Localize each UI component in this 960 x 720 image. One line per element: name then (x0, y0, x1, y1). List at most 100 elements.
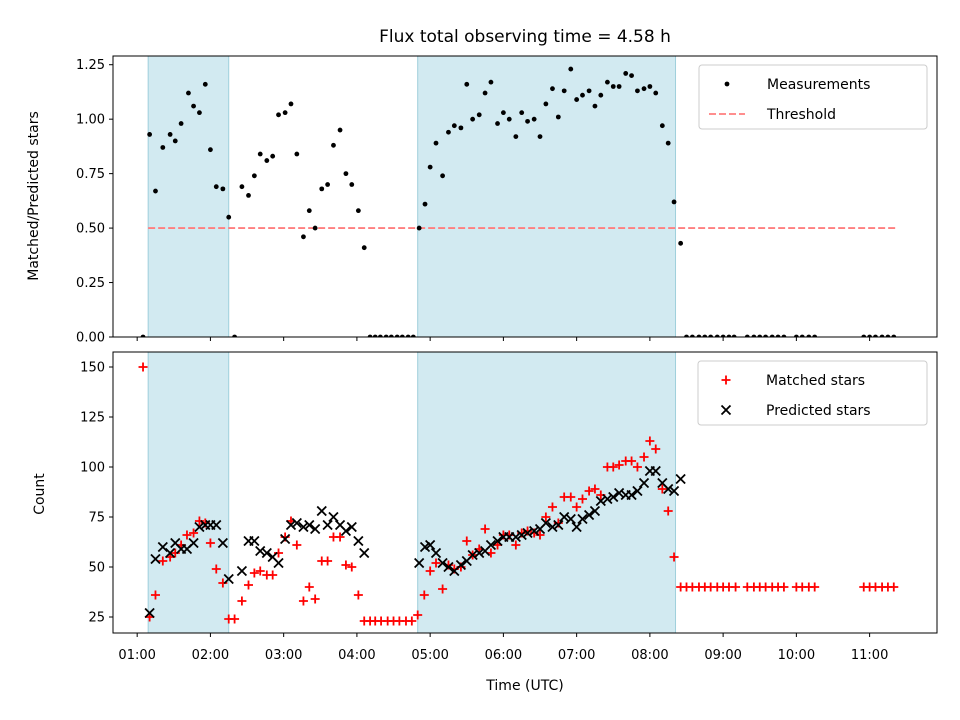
matched-star-point (889, 582, 899, 592)
matched-star-point (480, 524, 490, 534)
measurement-point (257, 151, 263, 157)
measurement-point (178, 121, 184, 126)
measurement-point (372, 334, 378, 337)
matched-star-point (663, 506, 673, 516)
legend-marker-predicted (720, 404, 732, 416)
matched-star-point (249, 568, 259, 578)
measurement-point (153, 188, 158, 194)
predicted-star-point (328, 511, 339, 523)
x-tick-label: 08:00 (631, 648, 668, 663)
measurement-point (641, 86, 647, 92)
measurement-point (678, 240, 684, 246)
measurement-point (232, 334, 237, 337)
y-tick-label: 25 (88, 611, 105, 626)
measurement-point (873, 334, 878, 337)
measurement-point (495, 121, 500, 126)
predicted-star-point (492, 535, 503, 547)
predicted-star-point (632, 485, 643, 497)
measurement-point (689, 334, 695, 337)
measurement-point (416, 225, 422, 231)
measurement-point (891, 334, 897, 337)
measurement-point (337, 127, 343, 133)
measurement-point (488, 79, 494, 85)
measurement-point (623, 71, 629, 76)
measurement-point (147, 132, 153, 137)
predicted-star-point (602, 493, 613, 505)
predicted-star-point (608, 491, 619, 503)
matched-star-point (341, 560, 351, 570)
predicted-star-point (474, 547, 485, 559)
series-matched-stars (138, 362, 899, 626)
plot-area-bottom (138, 362, 899, 626)
predicted-star-point (157, 541, 168, 553)
matched-star-point (298, 596, 308, 606)
measurement-point (769, 334, 775, 337)
measurement-point (531, 116, 537, 122)
measurement-point (605, 79, 610, 85)
panel-ratio: 0.00 0.25 0.50 0.75 1.00 1.25 Measurements Thre… (76, 55, 938, 346)
predicted-star-point (322, 519, 333, 531)
matched-star-point (566, 492, 576, 502)
matched-star-point (268, 570, 278, 580)
predicted-star-point (510, 531, 521, 543)
measurement-point (451, 123, 457, 129)
observing-window-1 (147, 351, 230, 634)
measurement-point (331, 142, 336, 148)
measurement-point (319, 186, 325, 192)
predicted-star-point (144, 607, 155, 619)
predicted-star-point (150, 553, 161, 565)
measurement-point (270, 153, 276, 159)
legend-marker-matched (721, 375, 731, 385)
measurement-point (312, 225, 318, 231)
predicted-star-point (346, 521, 357, 533)
matched-star-point (572, 502, 582, 512)
measurement-point (586, 88, 592, 94)
predicted-star-point (553, 519, 564, 531)
y-tick-label: 1.25 (76, 58, 105, 73)
measurement-point (220, 186, 226, 192)
legend-label: Threshold (766, 107, 836, 123)
measurement-point (574, 97, 580, 102)
predicted-star-point (164, 547, 176, 559)
matched-star-point (462, 536, 472, 546)
matched-star-point (425, 566, 435, 576)
measurement-point (653, 90, 659, 96)
predicted-star-point (443, 561, 454, 573)
matched-star-point (211, 564, 221, 574)
measurement-point (702, 334, 708, 337)
measurement-point (446, 129, 451, 135)
measurement-point (208, 147, 213, 153)
measurement-point (714, 334, 720, 337)
measurement-point (781, 334, 787, 337)
measurement-point (751, 334, 757, 337)
measurement-point (282, 110, 288, 116)
matched-star-point (413, 610, 423, 620)
measurement-point (294, 151, 300, 157)
panel-counts: 25 50 75 100 125 150 01:00 02:00 03:00 04:00 05:00… (80, 351, 938, 663)
predicted-star-point (638, 477, 650, 489)
plot-area-top (140, 66, 897, 337)
measurement-point (684, 334, 689, 337)
matched-star-point (627, 456, 637, 466)
predicted-star-point (613, 487, 625, 499)
x-tick-label: 04:00 (338, 648, 375, 663)
legend-box (698, 64, 928, 130)
axes-frame-bottom (112, 351, 938, 634)
x-axis-label: Time (UTC) (485, 678, 563, 694)
matched-star-point (438, 584, 448, 594)
measurement-point (197, 110, 202, 116)
predicted-star-point (359, 547, 370, 559)
matched-star-point (244, 580, 254, 590)
predicted-star-point (559, 511, 570, 523)
x-tick-label: 05:00 (411, 648, 448, 663)
y-tick-label: 75 (88, 511, 105, 526)
matched-star-point (182, 530, 192, 540)
predicted-star-point (668, 485, 680, 497)
measurement-point (251, 173, 257, 179)
measurement-point (264, 158, 270, 163)
measurement-point (731, 334, 737, 337)
measurement-point (367, 334, 373, 337)
measurement-point (288, 101, 294, 107)
measurement-point (793, 334, 799, 337)
measurement-point (568, 66, 574, 72)
